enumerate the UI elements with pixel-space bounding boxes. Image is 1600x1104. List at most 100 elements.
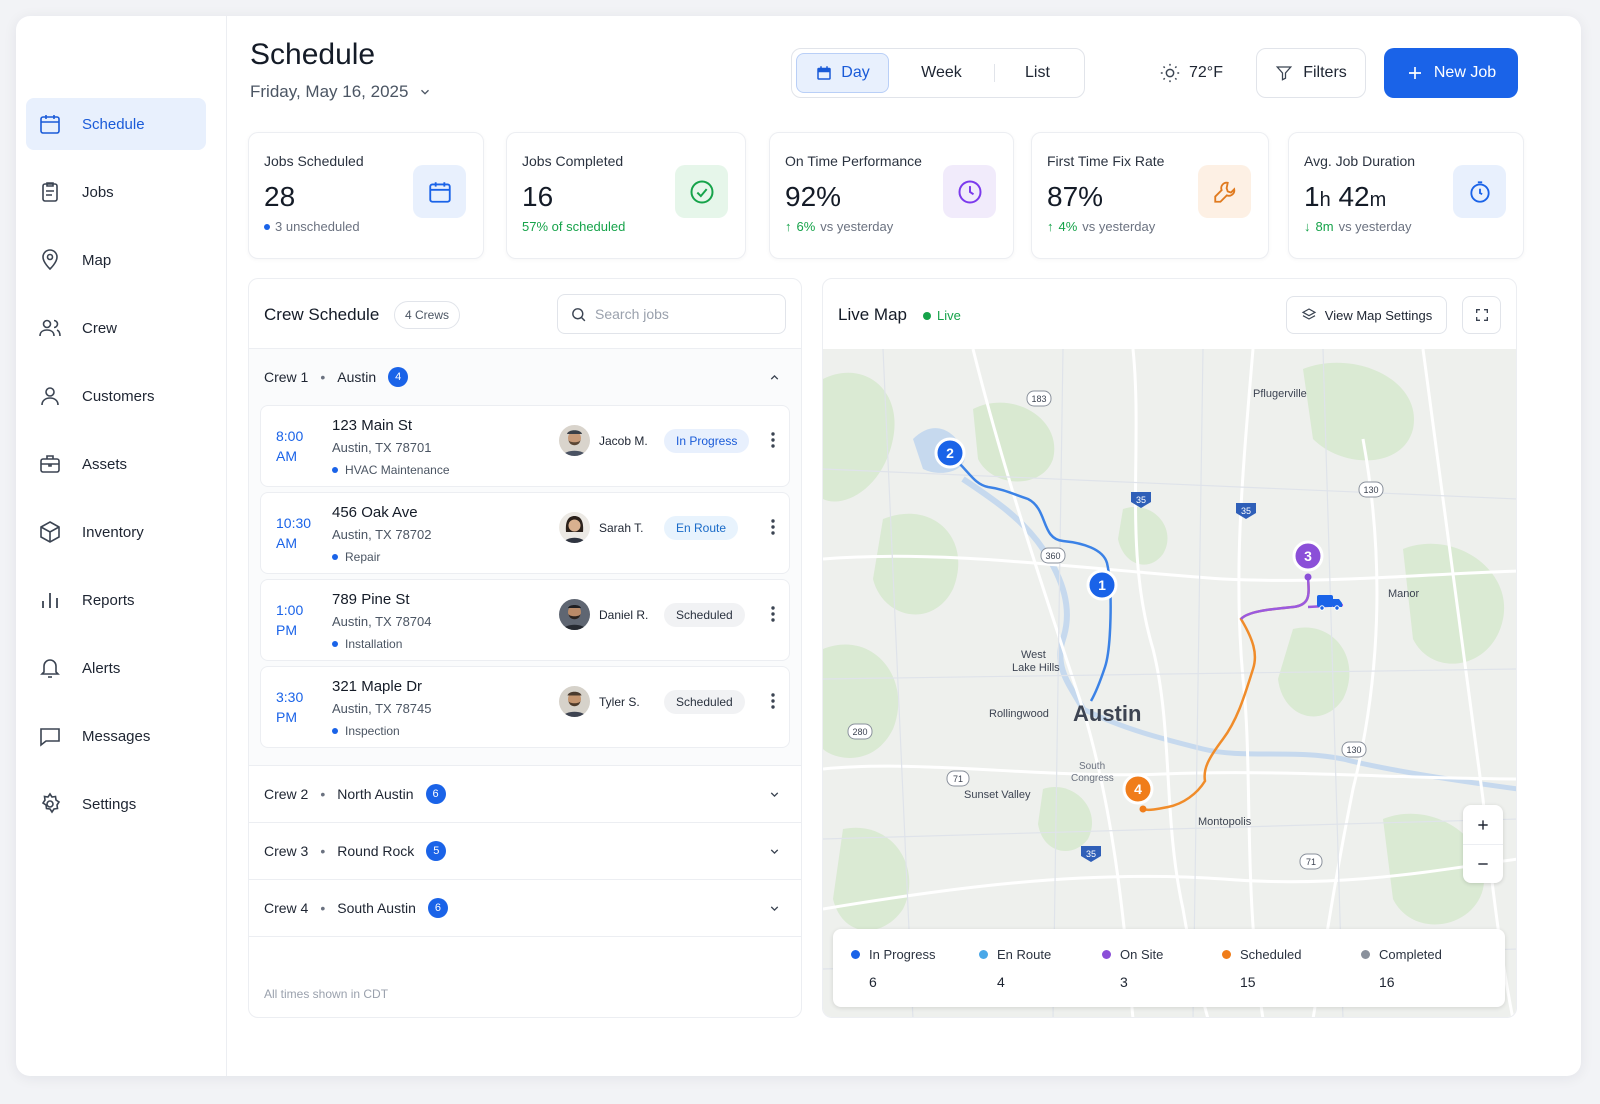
zoom-out-button[interactable]	[1463, 844, 1503, 883]
sidebar-item-label: Map	[82, 251, 112, 269]
page-title: Schedule	[250, 38, 376, 71]
duration-hours: 1	[1304, 181, 1320, 212]
legend-label-text: In Progress	[869, 947, 936, 962]
live-indicator: Live	[923, 308, 961, 323]
gear-icon	[41, 792, 61, 814]
job-card[interactable]: 3:30 PM 321 Maple Dr Austin, TX 78745 Ins…	[260, 666, 790, 748]
route-line	[949, 454, 1112, 702]
user-icon	[41, 387, 59, 406]
crew-group-header[interactable]: Crew 2 • North Austin 6	[249, 766, 801, 823]
map-marker-4[interactable]: 4	[1122, 773, 1154, 813]
job-type-label: Installation	[345, 637, 403, 651]
minus-icon	[1478, 863, 1488, 865]
highway-number: 35	[1241, 506, 1251, 516]
sidebar-item-settings[interactable]: Settings	[26, 778, 206, 830]
filters-button[interactable]: Filters	[1256, 48, 1366, 98]
sidebar-item-customers[interactable]: Customers	[26, 370, 206, 422]
sidebar-item-jobs[interactable]: Jobs	[26, 166, 206, 218]
view-switcher: Day Week List	[791, 48, 1085, 98]
stat-sub: ↓ 8m vs yesterday	[1304, 219, 1412, 234]
sidebar-item-alerts[interactable]: Alerts	[26, 642, 206, 694]
crew-area: Austin	[337, 369, 377, 385]
crew-group-header[interactable]: Crew 1 • Austin 4	[249, 349, 801, 405]
highway-shield: 35	[1081, 846, 1101, 862]
job-type: HVAC Maintenance	[332, 463, 450, 477]
more-options-icon[interactable]	[771, 432, 775, 448]
crew-group-header[interactable]: Crew 3 • Round Rock 5	[249, 823, 801, 880]
sidebar-item-messages[interactable]: Messages	[26, 710, 206, 762]
separator-dot: •	[320, 843, 326, 859]
highway-shield: 360	[1040, 547, 1066, 564]
separator-dot: •	[320, 900, 326, 916]
check-circle-icon	[675, 165, 728, 218]
calendar-icon	[40, 115, 60, 134]
date-picker[interactable]: Friday, May 16, 2025	[250, 82, 432, 102]
view-week-label: Week	[921, 64, 962, 81]
stat-value: 87%	[1047, 181, 1104, 212]
search-box	[557, 294, 786, 334]
bullet	[332, 728, 338, 734]
legend-label-text: On Site	[1120, 947, 1164, 962]
view-day-button[interactable]: Day	[796, 53, 890, 93]
place-label: West	[1021, 649, 1046, 661]
sidebar-item-label: Inventory	[82, 523, 144, 541]
crew-job-count-badge: 6	[427, 898, 448, 918]
technician-name: Tyler S.	[599, 695, 640, 709]
app-window: Schedule Jobs Map Crew Customers Assets	[16, 16, 1581, 1076]
map-marker-2[interactable]: 2	[934, 437, 966, 469]
crew-1-job-list: 8:00 AM 123 Main St Austin, TX 78701 HVAC…	[249, 405, 801, 766]
layers-icon	[1301, 308, 1317, 320]
bell-icon	[40, 659, 60, 678]
crew-schedule-header: Crew Schedule 4 Crews	[249, 279, 801, 349]
sidebar-item-label: Jobs	[82, 183, 114, 201]
job-card[interactable]: 10:30 AM 456 Oak Ave Austin, TX 78702 Rep…	[260, 492, 790, 574]
stat-sub: ↑ 4% vs yesterday	[1047, 219, 1155, 234]
view-map-settings-button[interactable]: View Map Settings	[1286, 296, 1447, 334]
more-options-icon[interactable]	[771, 606, 775, 622]
legend-count: 15	[1240, 974, 1256, 990]
more-options-icon[interactable]	[771, 693, 775, 709]
highway-number: 360	[1045, 551, 1060, 561]
map-marker-3[interactable]: 3	[1292, 540, 1324, 581]
legend-dot	[1102, 950, 1111, 959]
sidebar-item-reports[interactable]: Reports	[26, 574, 206, 626]
stat-delta-suffix: vs yesterday	[1338, 219, 1412, 234]
job-city: Austin, TX 78704	[332, 614, 432, 629]
job-time-value: 10:30	[276, 515, 312, 531]
view-week-button[interactable]: Week	[889, 53, 994, 93]
plus-icon	[1478, 819, 1488, 830]
fullscreen-button[interactable]	[1462, 296, 1501, 334]
sidebar-item-map[interactable]: Map	[26, 234, 206, 286]
new-job-button[interactable]: New Job	[1384, 48, 1518, 98]
sidebar-item-label: Reports	[82, 591, 135, 609]
more-options-icon[interactable]	[771, 519, 775, 535]
highway-shield: 71	[946, 770, 970, 787]
expand-icon	[1475, 309, 1488, 321]
job-card[interactable]: 8:00 AM 123 Main St Austin, TX 78701 HVAC…	[260, 405, 790, 487]
view-list-button[interactable]: List	[995, 53, 1080, 93]
job-card[interactable]: 1:00 PM 789 Pine St Austin, TX 78704 Inst…	[260, 579, 790, 661]
sidebar-item-inventory[interactable]: Inventory	[26, 506, 206, 558]
filters-label: Filters	[1303, 64, 1347, 81]
crew-group-header[interactable]: Crew 4 • South Austin 6	[249, 880, 801, 937]
job-city: Austin, TX 78745	[332, 701, 432, 716]
chevron-down-icon	[770, 906, 779, 912]
stat-delta: 6%	[796, 219, 816, 234]
arrow-up-icon: ↑	[785, 219, 792, 234]
zoom-in-button[interactable]	[1463, 805, 1503, 844]
sidebar-item-assets[interactable]: Assets	[26, 438, 206, 490]
stat-delta-suffix: vs yesterday	[820, 219, 894, 234]
legend-item: On Site 3	[1102, 947, 1163, 990]
marker-number: 4	[1134, 781, 1142, 797]
search-input[interactable]	[595, 306, 765, 322]
sidebar-item-schedule[interactable]: Schedule	[26, 98, 206, 150]
highway-number: 130	[1363, 485, 1378, 495]
city-label: Austin	[1073, 701, 1141, 726]
map-canvas[interactable]: Pflugerville Manor West Lake Hills Rolli…	[823, 349, 1517, 1018]
stat-sub-text: 3 unscheduled	[275, 219, 360, 234]
sidebar-item-crew[interactable]: Crew	[26, 302, 206, 354]
legend-dot	[1222, 950, 1231, 959]
search-icon	[572, 307, 586, 321]
map-marker-1[interactable]: 1	[1086, 569, 1118, 601]
route-line	[1240, 576, 1310, 620]
